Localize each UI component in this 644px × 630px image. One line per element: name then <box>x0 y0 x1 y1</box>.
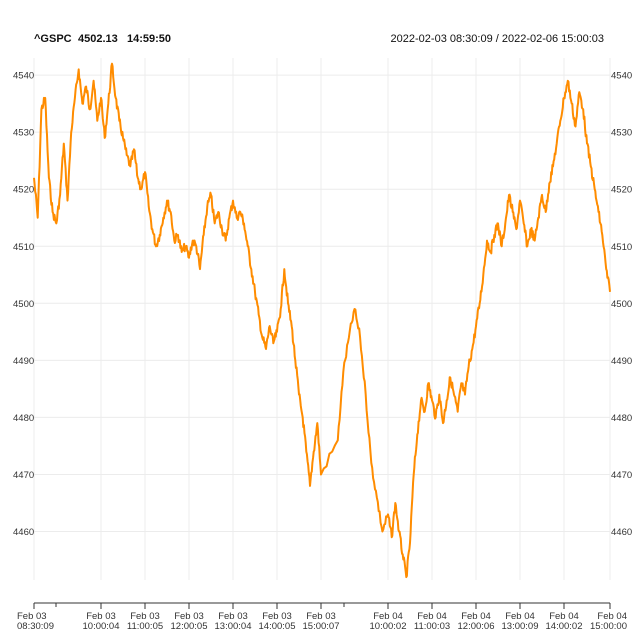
y-tick-label: 4460 <box>611 527 632 538</box>
last-price-label: 4502.13 <box>78 33 118 45</box>
y-tick-label: 4480 <box>13 413 34 424</box>
y-tick-label: 4540 <box>13 71 34 82</box>
y-tick-label: 4510 <box>13 242 34 253</box>
x-tick-time: 10:00:04 <box>83 621 120 630</box>
x-tick-time: 08:30:09 <box>17 621 54 630</box>
y-tick-label: 4530 <box>611 128 632 139</box>
x-tick-date: Feb 04 <box>597 611 627 622</box>
y-tick-label: 4480 <box>611 413 632 424</box>
y-tick-label: 4490 <box>611 356 632 367</box>
y-axis-right: 4460 4470 4480 4490 4500 4510 4520 4530 4540 <box>611 71 632 538</box>
x-tick-time: 14:00:02 <box>546 621 583 630</box>
y-tick-label: 4470 <box>13 470 34 481</box>
x-tick-time: 11:00:05 <box>127 621 163 630</box>
x-tick-time: 13:00:09 <box>502 621 539 630</box>
x-tick-date: Feb 03 <box>218 611 248 622</box>
x-tick-time: 14:00:05 <box>259 621 296 630</box>
x-tick-time: 10:00:02 <box>370 621 407 630</box>
price-series-line <box>33 62 611 579</box>
y-tick-label: 4470 <box>611 470 632 481</box>
x-tick-time: 15:00:07 <box>303 621 340 630</box>
y-tick-label: 4510 <box>611 242 632 253</box>
last-time-label: 14:59:50 <box>127 33 171 45</box>
x-tick-date: Feb 03 <box>306 611 336 622</box>
y-tick-label: 4460 <box>13 527 34 538</box>
x-tick-date: Feb 04 <box>461 611 491 622</box>
date-range-label: 2022-02-03 08:30:09 / 2022-02-06 15:00:0… <box>391 33 604 45</box>
x-tick-time: 12:00:05 <box>171 621 208 630</box>
x-tick-time: 12:00:06 <box>458 621 495 630</box>
y-tick-label: 4500 <box>13 299 34 310</box>
y-tick-label: 4540 <box>611 71 632 82</box>
x-tick-time: 15:00:00 <box>590 621 627 630</box>
y-tick-label: 4520 <box>611 185 632 196</box>
y-tick-label: 4500 <box>611 299 632 310</box>
y-tick-label: 4530 <box>13 128 34 139</box>
y-tick-label: 4490 <box>13 356 34 367</box>
x-tick-date: Feb 03 <box>262 611 292 622</box>
x-tick-date: Feb 03 <box>174 611 204 622</box>
x-tick-date: Feb 03 <box>130 611 160 622</box>
x-tick-date: Feb 04 <box>373 611 403 622</box>
x-tick-date: Feb 04 <box>505 611 535 622</box>
x-tick-date: Feb 04 <box>549 611 579 622</box>
x-tick-date: Feb 04 <box>417 611 447 622</box>
grid-layer <box>33 58 611 580</box>
y-axis-left: 4460 4470 4480 4490 4500 4510 4520 4530 4540 <box>13 71 34 538</box>
symbol-label: ^GSPC <box>34 33 72 45</box>
x-tick-time: 11:00:03 <box>414 621 450 630</box>
series-layer <box>33 62 611 579</box>
x-tick-date: Feb 03 <box>86 611 116 622</box>
x-tick-time: 13:00:04 <box>215 621 252 630</box>
y-tick-label: 4520 <box>13 185 34 196</box>
x-tick-date: Feb 03 <box>17 611 47 622</box>
